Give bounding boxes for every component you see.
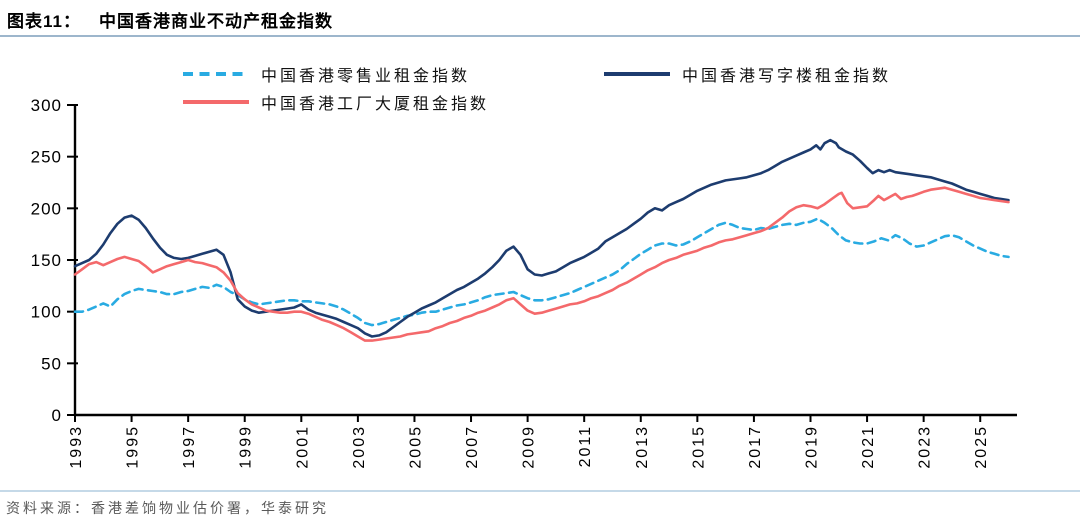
svg-text:2009: 2009 (521, 425, 538, 469)
legend-label-office: 中国香港写字楼租金指数 (682, 68, 892, 85)
legend-label-factory: 中国香港工厂大厦租金指数 (261, 96, 490, 113)
solid-line-swatch-icon (604, 72, 670, 76)
svg-text:1993: 1993 (68, 425, 85, 469)
svg-text:2021: 2021 (860, 425, 877, 469)
legend-item-retail-index: 中国香港零售业租金指数 (183, 62, 470, 86)
svg-text:250: 250 (31, 148, 62, 167)
svg-text:2013: 2013 (634, 425, 651, 469)
title-divider (0, 35, 1080, 37)
svg-text:100: 100 (31, 303, 62, 322)
figure-label: 图表11： (7, 12, 81, 31)
svg-text:2019: 2019 (803, 425, 820, 469)
figure-title: 中国香港商业不动产租金指数 (98, 12, 333, 31)
svg-text:2017: 2017 (747, 425, 764, 469)
svg-text:1999: 1999 (238, 425, 255, 469)
footer-divider (0, 490, 1080, 492)
svg-text:2011: 2011 (577, 425, 594, 467)
solid-line-swatch-icon (183, 100, 249, 104)
source-note: 资料来源：香港差饷物业估价署，华泰研究 (6, 502, 329, 517)
figure-header: 图表11： 中国香港商业不动产租金指数 (7, 7, 333, 32)
dashed-line-swatch-icon (183, 72, 249, 76)
legend-item-office-index: 中国香港写字楼租金指数 (604, 62, 891, 86)
svg-text:2003: 2003 (351, 425, 368, 469)
line-chart-canvas: 0 50 100 150 200 250 300 1993 1995 1997 1999 2001 20… (31, 96, 1017, 469)
legend-item-factory-index: 中国香港工厂大厦租金指数 (183, 90, 489, 114)
svg-text:1995: 1995 (125, 425, 142, 469)
svg-text:2005: 2005 (407, 425, 424, 469)
svg-text:2023: 2023 (917, 425, 934, 469)
svg-text:1997: 1997 (181, 425, 198, 469)
svg-text:200: 200 (31, 199, 62, 218)
svg-text:50: 50 (41, 354, 62, 373)
svg-text:300: 300 (31, 96, 62, 115)
svg-text:2015: 2015 (690, 425, 707, 469)
svg-text:2007: 2007 (464, 425, 481, 469)
svg-text:150: 150 (31, 251, 62, 270)
legend-label-retail: 中国香港零售业租金指数 (261, 68, 471, 85)
svg-text:2025: 2025 (973, 425, 990, 469)
svg-text:2001: 2001 (294, 425, 311, 469)
svg-text:0: 0 (52, 406, 62, 425)
